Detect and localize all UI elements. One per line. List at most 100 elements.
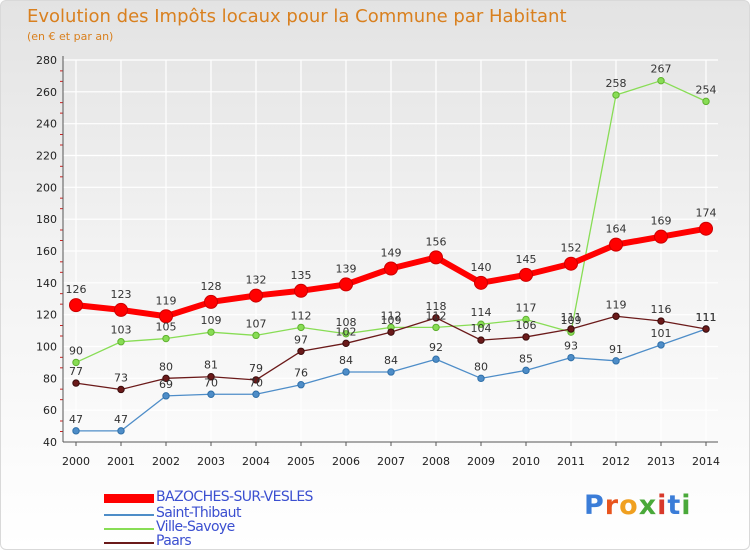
data-point (609, 237, 623, 252)
data-label: 116 (651, 303, 672, 316)
data-label: 111 (696, 311, 717, 324)
x-tick-label: 2004 (242, 455, 270, 468)
data-point (387, 368, 395, 376)
data-label: 76 (294, 367, 308, 380)
chart-title: Evolution des Impôts locaux pour la Comm… (27, 6, 567, 27)
y-tick-label: 220 (36, 150, 57, 163)
data-label: 104 (471, 322, 492, 335)
data-label: 123 (111, 288, 132, 301)
data-point (162, 392, 170, 400)
data-label: 81 (204, 359, 218, 372)
data-point (387, 328, 395, 336)
data-point (207, 373, 215, 381)
data-label: 254 (696, 83, 717, 96)
data-label: 126 (66, 283, 87, 296)
logo-letter: P (584, 490, 605, 521)
x-tick-label: 2000 (62, 455, 90, 468)
data-point (339, 277, 353, 292)
data-label: 119 (606, 298, 627, 311)
data-point (522, 333, 530, 341)
y-tick-label: 140 (36, 277, 57, 290)
x-tick-label: 2013 (647, 455, 675, 468)
proxiti-logo: Proxiti (584, 490, 692, 521)
data-label: 109 (201, 314, 222, 327)
data-label: 102 (336, 325, 357, 338)
x-tick-label: 2003 (197, 455, 225, 468)
data-point (612, 357, 620, 365)
data-label: 107 (246, 317, 267, 330)
x-tick-label: 2006 (332, 455, 360, 468)
data-point (657, 76, 665, 85)
data-point (297, 347, 305, 355)
data-point (294, 283, 308, 298)
data-point (342, 339, 350, 348)
data-point (207, 390, 215, 398)
y-tick-label: 60 (43, 404, 57, 417)
data-label: 174 (696, 207, 717, 220)
data-point (699, 221, 713, 236)
data-point (117, 427, 125, 435)
data-point (657, 341, 665, 349)
data-point (342, 330, 350, 338)
data-label: 156 (426, 235, 447, 248)
data-point (72, 379, 80, 387)
logo-letter: t (667, 490, 682, 521)
y-tick-label: 180 (36, 213, 57, 226)
data-label: 119 (156, 294, 177, 307)
data-point (519, 267, 533, 282)
logo-letter: i (657, 490, 668, 521)
data-label: 139 (336, 262, 357, 275)
logo-letter: o (619, 490, 639, 521)
y-tick-label: 100 (36, 341, 57, 354)
data-label: 258 (606, 77, 627, 90)
data-point (162, 374, 170, 383)
data-point (612, 91, 620, 99)
data-label: 85 (519, 352, 533, 365)
data-label: 132 (246, 274, 267, 287)
data-label: 145 (516, 253, 537, 266)
data-point (477, 374, 485, 383)
x-tick-label: 2012 (602, 455, 630, 468)
data-label: 109 (381, 314, 402, 327)
data-point (522, 315, 530, 324)
data-point (297, 381, 305, 389)
data-label: 97 (294, 333, 308, 346)
axes: 40 60 80 100 120 140 160 180 200 220 240 260 280 2000… (36, 54, 720, 468)
x-tick-label: 2007 (377, 455, 405, 468)
x-tick-label: 2008 (422, 455, 450, 468)
data-point (384, 261, 398, 276)
legend-label: Saint-Thibaut (156, 505, 241, 521)
data-label: 169 (651, 215, 672, 228)
x-tick-label: 2001 (107, 455, 135, 468)
logo-letter: r (604, 490, 620, 521)
data-point (702, 97, 710, 106)
data-label: 112 (291, 309, 312, 322)
data-label: 118 (426, 300, 447, 313)
y-tick-label: 40 (43, 436, 57, 449)
legend-label: Ville-Savoye (156, 519, 235, 535)
y-tick-label: 260 (36, 86, 57, 99)
x-tick-label: 2010 (512, 455, 540, 468)
data-label: 70 (249, 376, 263, 389)
data-label: 135 (291, 269, 312, 282)
data-point (72, 427, 80, 435)
data-label: 80 (474, 360, 488, 373)
data-label: 84 (339, 354, 353, 367)
data-labels: 126 123 119 128 132 135 139 149 156 140 145 152 164 1… (66, 63, 717, 426)
y-tick-label: 160 (36, 245, 57, 258)
legend-label: Paars (156, 533, 192, 549)
data-point (297, 323, 305, 332)
data-point (567, 325, 575, 333)
legend-swatch (104, 528, 154, 530)
y-tick-label: 120 (36, 309, 57, 322)
data-label: 101 (651, 327, 672, 340)
data-label: 152 (561, 242, 582, 255)
data-label: 109 (561, 314, 582, 327)
x-tick-label: 2014 (692, 455, 720, 468)
logo-letter: x (638, 490, 658, 521)
data-point (204, 294, 218, 309)
data-point (114, 302, 128, 317)
data-point (117, 385, 125, 394)
legend-swatch (104, 494, 154, 503)
